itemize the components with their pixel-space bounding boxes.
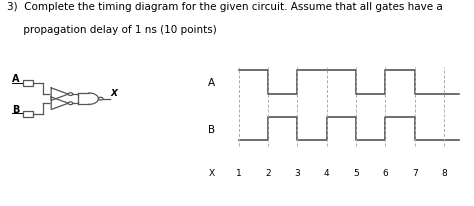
Text: 2: 2 xyxy=(265,168,271,177)
Text: B: B xyxy=(12,104,20,114)
Bar xyxy=(23,111,33,117)
Bar xyxy=(23,81,33,87)
Polygon shape xyxy=(51,88,68,101)
Text: 3)  Complete the timing diagram for the given circuit. Assume that all gates hav: 3) Complete the timing diagram for the g… xyxy=(7,2,443,12)
Text: propagation delay of 1 ns (10 points): propagation delay of 1 ns (10 points) xyxy=(7,25,217,35)
Text: A: A xyxy=(208,78,215,88)
Text: A: A xyxy=(12,74,20,84)
Text: 6: 6 xyxy=(383,168,388,177)
Text: 1: 1 xyxy=(236,168,241,177)
Text: X: X xyxy=(110,89,117,97)
Text: 7: 7 xyxy=(412,168,418,177)
Text: 8: 8 xyxy=(441,168,447,177)
Text: B: B xyxy=(208,124,215,134)
Text: 5: 5 xyxy=(353,168,359,177)
Text: 3: 3 xyxy=(294,168,300,177)
Text: X: X xyxy=(209,168,215,177)
Polygon shape xyxy=(51,97,68,110)
Text: 4: 4 xyxy=(324,168,329,177)
